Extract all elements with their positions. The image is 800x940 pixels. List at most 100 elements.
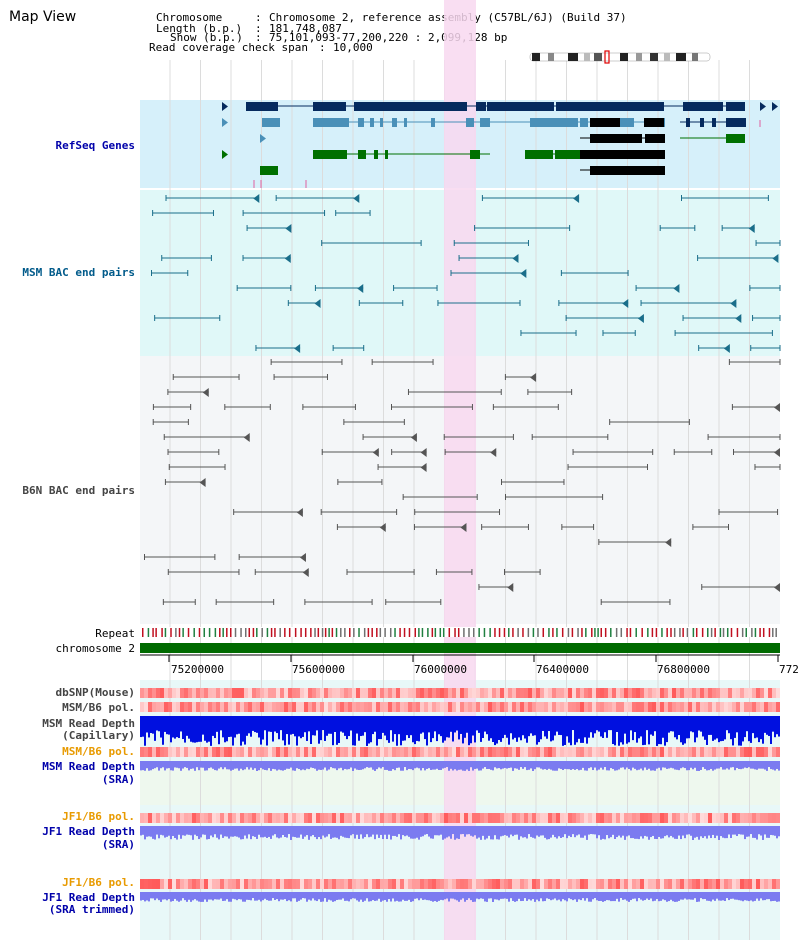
polymorphism-cell bbox=[188, 747, 192, 757]
depth-bar bbox=[476, 716, 478, 731]
depth-bar bbox=[232, 761, 234, 770]
depth-bar bbox=[504, 716, 506, 735]
polymorphism-cell bbox=[628, 688, 632, 698]
depth-bar bbox=[670, 716, 672, 732]
polymorphism-cell bbox=[176, 702, 180, 712]
depth-bar bbox=[646, 716, 648, 731]
polymorphism-cell bbox=[376, 688, 380, 698]
depth-bar bbox=[436, 716, 438, 742]
depth-bar bbox=[502, 892, 504, 899]
polymorphism-cell bbox=[596, 813, 600, 823]
depth-bar bbox=[630, 716, 632, 731]
depth-bar bbox=[694, 761, 696, 768]
depth-bar bbox=[590, 761, 592, 768]
depth-bar bbox=[764, 892, 766, 901]
polymorphism-cell bbox=[544, 747, 548, 757]
depth-bar bbox=[654, 892, 656, 901]
polymorphism-cell bbox=[416, 813, 420, 823]
polymorphism-cell bbox=[772, 702, 776, 712]
depth-bar bbox=[632, 892, 634, 899]
depth-bar bbox=[312, 716, 314, 736]
polymorphism-cell bbox=[412, 747, 416, 757]
depth-bar bbox=[584, 761, 586, 771]
depth-bar bbox=[244, 716, 246, 745]
depth-bar bbox=[752, 716, 754, 734]
depth-bar bbox=[240, 761, 242, 769]
depth-bar bbox=[382, 892, 384, 901]
polymorphism-cell bbox=[596, 702, 600, 712]
depth-bar bbox=[372, 826, 374, 835]
depth-bar bbox=[584, 892, 586, 901]
polymorphism-cell bbox=[380, 879, 384, 889]
depth-bar bbox=[450, 892, 452, 899]
msm-b6-pol-2-label: MSM/B6 pol. bbox=[62, 745, 135, 758]
depth-bar bbox=[326, 716, 328, 736]
depth-bar bbox=[758, 761, 760, 769]
depth-bar bbox=[428, 826, 430, 837]
depth-bar bbox=[420, 761, 422, 771]
polymorphism-cell bbox=[204, 747, 208, 757]
depth-bar bbox=[436, 826, 438, 836]
polymorphism-cell bbox=[312, 688, 316, 698]
depth-bar bbox=[238, 892, 240, 900]
depth-bar bbox=[642, 826, 644, 839]
depth-bar bbox=[202, 761, 204, 768]
depth-bar bbox=[516, 716, 518, 742]
polymorphism-cell bbox=[172, 747, 176, 757]
depth-bar bbox=[212, 892, 214, 901]
depth-bar bbox=[544, 826, 546, 838]
repeat-element bbox=[473, 628, 475, 637]
polymorphism-cell bbox=[736, 747, 740, 757]
polymorphism-cell bbox=[532, 688, 536, 698]
polymorphism-cell bbox=[592, 813, 596, 823]
polymorphism-cell bbox=[588, 813, 592, 823]
depth-bar bbox=[604, 716, 606, 733]
depth-bar bbox=[304, 761, 306, 771]
depth-bar bbox=[472, 716, 474, 736]
depth-bar bbox=[380, 892, 382, 902]
depth-bar bbox=[500, 761, 502, 770]
depth-bar bbox=[348, 716, 350, 737]
depth-bar bbox=[184, 761, 186, 768]
depth-bar bbox=[352, 761, 354, 771]
depth-bar bbox=[198, 826, 200, 840]
depth-bar bbox=[422, 826, 424, 837]
depth-bar bbox=[332, 716, 334, 746]
polymorphism-cell bbox=[236, 879, 240, 889]
depth-bar bbox=[178, 716, 180, 739]
polymorphism-cell bbox=[612, 702, 616, 712]
polymorphism-cell bbox=[460, 702, 464, 712]
depth-bar bbox=[352, 826, 354, 835]
depth-bar bbox=[728, 826, 730, 835]
polymorphism-cell bbox=[216, 879, 220, 889]
polymorphism-cell bbox=[596, 688, 600, 698]
depth-bar bbox=[464, 761, 466, 771]
repeat-element bbox=[394, 628, 396, 637]
depth-bar bbox=[610, 716, 612, 731]
depth-bar bbox=[262, 716, 264, 740]
depth-bar bbox=[502, 716, 504, 739]
polymorphism-cell bbox=[520, 879, 524, 889]
polymorphism-cell bbox=[480, 702, 484, 712]
depth-bar bbox=[234, 761, 236, 769]
depth-bar bbox=[158, 761, 160, 771]
repeat-element bbox=[142, 628, 144, 637]
depth-bar bbox=[482, 761, 484, 769]
repeat-element bbox=[182, 628, 184, 637]
depth-bar bbox=[208, 826, 210, 840]
depth-bar bbox=[668, 761, 670, 769]
depth-bar bbox=[522, 892, 524, 901]
polymorphism-cell bbox=[160, 813, 164, 823]
depth-bar bbox=[580, 761, 582, 770]
polymorphism-cell bbox=[576, 813, 580, 823]
polymorphism-cell bbox=[176, 879, 180, 889]
polymorphism-cell bbox=[196, 813, 200, 823]
polymorphism-cell bbox=[492, 702, 496, 712]
depth-bar bbox=[430, 716, 432, 743]
msm-bac-label: MSM BAC end pairs bbox=[22, 266, 135, 279]
repeat-element bbox=[498, 628, 501, 637]
depth-bar bbox=[400, 826, 402, 840]
polymorphism-cell bbox=[680, 747, 684, 757]
depth-bar bbox=[730, 826, 732, 839]
